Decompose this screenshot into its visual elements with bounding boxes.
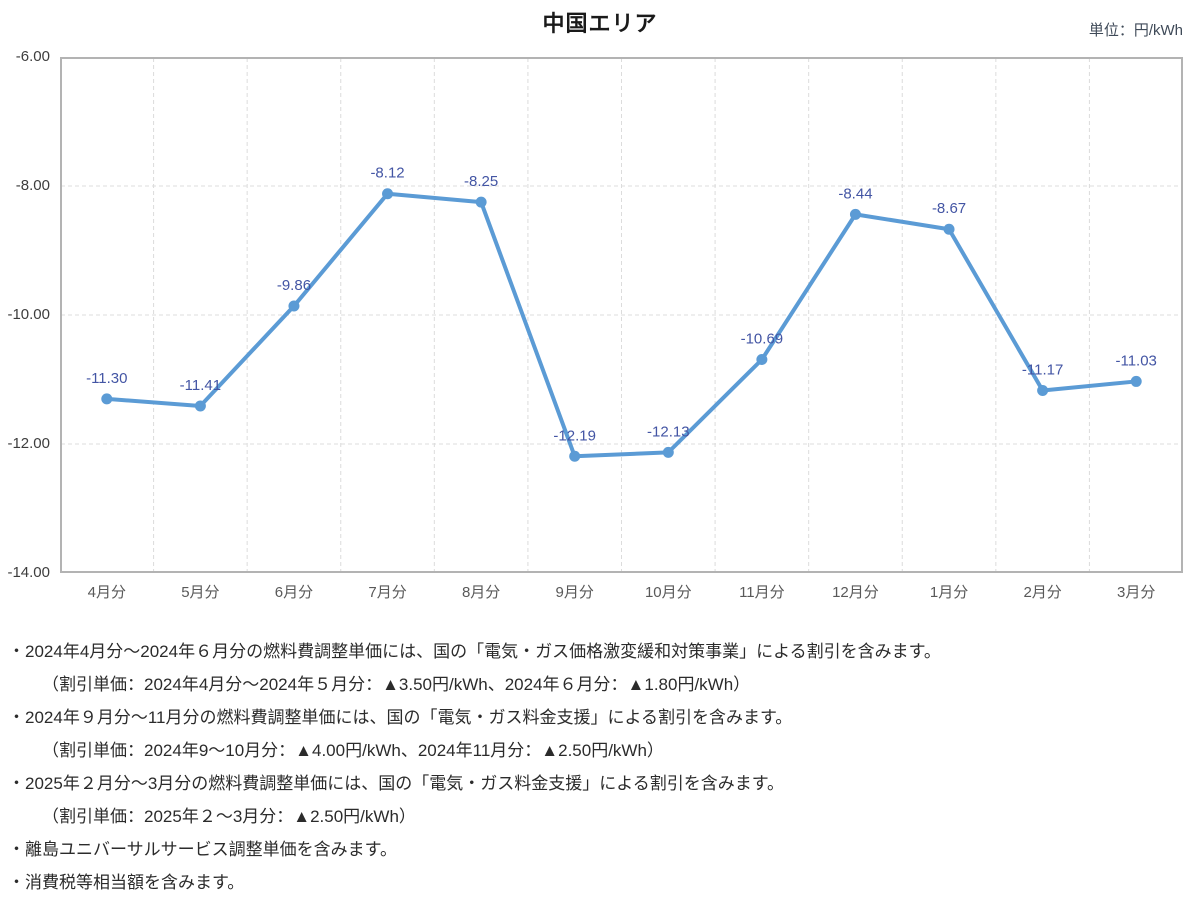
data-point (1130, 375, 1142, 387)
footnote-line: ・離島ユニバーサルサービス調整単価を含みます。 (8, 840, 397, 859)
chart-title: 中国エリア (542, 11, 658, 36)
data-point (194, 400, 206, 412)
series-line (104, 191, 1139, 459)
data-point-label: -12.13 (647, 423, 690, 440)
data-point-label: -8.67 (932, 200, 966, 217)
data-point-label: -11.30 (86, 370, 127, 387)
data-point (662, 446, 674, 458)
data-point (943, 223, 955, 235)
footnote-line: ・消費税等相当額を含みます。 (8, 873, 245, 892)
data-point (382, 188, 394, 200)
data-point-label: -8.25 (464, 173, 498, 190)
y-tick-label: -6.00 (15, 48, 50, 65)
x-tick-label: 10月分 (644, 584, 692, 601)
data-point (569, 450, 581, 462)
line-chart: -11.30 -11.41 -9.86 -8.12 -8.25 -12.19 -12.13 -… (60, 57, 1183, 573)
x-tick-label: 11月分 (739, 584, 785, 601)
data-point-label: -10.69 (741, 331, 784, 348)
data-point (1037, 384, 1049, 396)
x-tick-label: 6月分 (274, 584, 314, 601)
data-point (849, 208, 861, 220)
x-tick-label: 7月分 (368, 584, 407, 601)
plot-area: -11.30 -11.41 -9.86 -8.12 -8.25 -12.19 -12.13 -… (60, 57, 1183, 573)
x-tick-label: 3月分 (1117, 584, 1156, 601)
footnote-line: ・2024年4月分～2024年６月分の燃料費調整単価には、国の「電気・ガス価格激… (8, 642, 941, 661)
footnote-line: ・2025年２月分～3月分の燃料費調整単価には、国の「電気・ガス料金支援」による… (8, 774, 785, 793)
y-tick-label: -12.00 (7, 435, 50, 452)
data-point-label: -8.12 (370, 165, 404, 182)
data-point-label: -12.19 (553, 427, 596, 444)
y-tick-label: -10.00 (7, 306, 50, 323)
data-point (475, 196, 487, 208)
data-point (756, 354, 768, 366)
footnote-line: （割引単価：2024年4月分～2024年５月分：▲3.50円/kWh、2024年… (42, 675, 751, 694)
footnote-line: （割引単価：2024年9～10月分：▲4.00円/kWh、2024年11月分：▲… (42, 741, 664, 760)
footnote-line: ・2024年９月分～11月分の燃料費調整単価には、国の「電気・ガス料金支援」によ… (8, 708, 793, 727)
data-point-label: -8.44 (838, 185, 872, 202)
x-tick-label: 8月分 (461, 584, 501, 601)
x-tick-label: 4月分 (87, 584, 126, 601)
data-point (288, 300, 300, 312)
data-point-label: -11.03 (1115, 352, 1156, 369)
plot-border (60, 57, 1183, 573)
footnotes: ・2024年4月分～2024年６月分の燃料費調整単価には、国の「電気・ガス価格激… (8, 641, 1192, 905)
data-point-label: -9.86 (277, 277, 311, 294)
x-tick-label: 1月分 (929, 584, 969, 601)
footnote-line: （割引単価：2025年２～3月分：▲2.50円/kWh） (42, 807, 416, 826)
data-point-label: -11.41 (180, 377, 221, 394)
y-tick-label: -8.00 (15, 177, 50, 194)
unit-label: 単位：円/kWh (1088, 22, 1183, 39)
x-tick-label: 5月分 (181, 584, 220, 601)
x-tick-label: 9月分 (555, 584, 594, 601)
data-point-label: -11.17 (1022, 361, 1063, 378)
x-tick-label: 2月分 (1023, 584, 1062, 601)
y-tick-label: -14.00 (7, 564, 50, 581)
data-point (101, 393, 113, 405)
x-tick-label: 12月分 (832, 584, 879, 601)
